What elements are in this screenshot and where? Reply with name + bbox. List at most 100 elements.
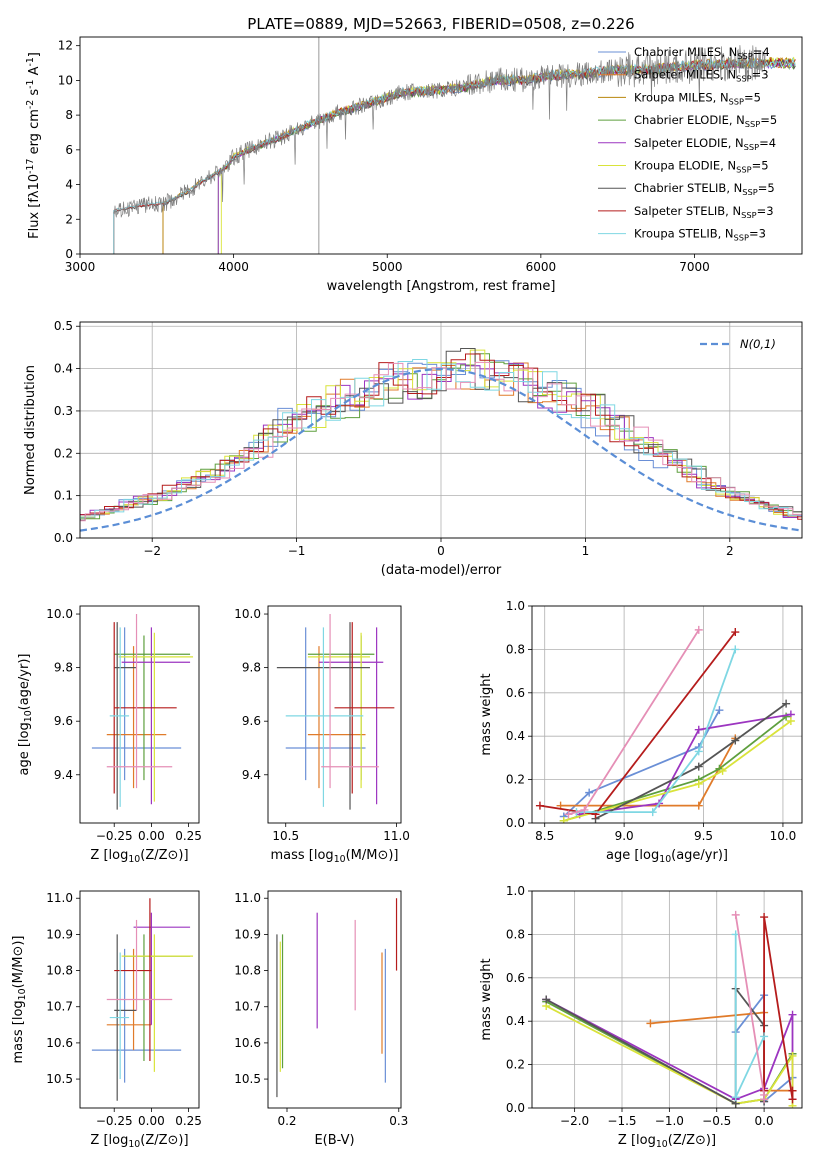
legend: Chabrier MILES, NSSP=4 Salpeter MILES, NS… xyxy=(598,45,777,243)
x-tick-label: 0.3 xyxy=(389,1114,408,1128)
y-tick-label: 10.7 xyxy=(46,1000,73,1014)
residual-histogram-step xyxy=(80,349,802,520)
legend-label: Salpeter ELODIE, NSSP=4 xyxy=(634,136,776,152)
model-series-line xyxy=(220,56,796,254)
y-tick-label: 10.0 xyxy=(46,607,73,621)
model-series-line xyxy=(162,59,795,254)
gridlines xyxy=(80,322,802,539)
x-tick-label: 0.00 xyxy=(138,1114,165,1128)
mass-vs-metallicity-plot: −0.25 0.00 0.25 10.5 10.6 10.7 10.8 10.9 11.0 Z [… xyxy=(11,890,202,1150)
axes-frame xyxy=(531,605,803,824)
x-tick-label: 9.0 xyxy=(615,829,634,843)
mass-vs-extinction-plot: 0.2 0.3 10.5 10.6 10.7 10.8 10.9 11.0 E(B-V) xyxy=(234,890,408,1148)
x-tick-label: 0.00 xyxy=(138,829,165,843)
y-tick-label: 1.0 xyxy=(506,884,525,898)
legend-label: Salpeter STELIB, NSSP=3 xyxy=(634,204,774,220)
legend-label: Kroupa STELIB, NSSP=3 xyxy=(634,227,766,243)
x-tick-label: 10.0 xyxy=(770,829,797,843)
x-axis-label: wavelength [Angstrom, rest frame] xyxy=(327,279,556,294)
mass-weight-vs-age-plot: 8.5 9.0 9.5 10.0 0.0 0.2 0.4 0.6 0.8 1.0 age [log1… xyxy=(479,599,803,865)
axes-frame xyxy=(531,890,803,1109)
y-tick-label: 10.6 xyxy=(234,1036,261,1050)
x-axis-label: (data-model)/error xyxy=(381,563,502,578)
weight-series-line xyxy=(563,720,792,822)
axes-frame xyxy=(79,605,200,824)
y-tick-label: 0.8 xyxy=(506,642,525,656)
weight-series-line xyxy=(563,709,721,818)
y-tick-label: 10.9 xyxy=(46,927,73,941)
weight-point-marker xyxy=(760,1032,769,1041)
y-axis-label: Normed distribution xyxy=(23,365,38,495)
x-tick-label: −2 xyxy=(143,544,161,558)
residual-histogram-step xyxy=(80,353,802,520)
y-tick-label: 0.8 xyxy=(506,927,525,941)
weight-point-marker xyxy=(542,995,551,1004)
y-tick-label: 10.8 xyxy=(234,964,261,978)
residual-histogram-step xyxy=(80,359,802,520)
age-vs-metallicity-plot: −0.25 0.00 0.25 9.4 9.6 9.8 10.0 Z [log10(Z/Z⊙)… xyxy=(17,605,202,865)
weight-series-line xyxy=(763,916,794,1100)
y-tick-label: 2 xyxy=(65,212,73,226)
x-axis-label: Z [log10(Z/Z⊙)] xyxy=(90,1133,188,1150)
figure-title: PLATE=0889, MJD=52663, FIBERID=0508, z=0… xyxy=(247,15,634,33)
y-tick-label: 10.5 xyxy=(46,1072,73,1086)
weight-point-marker xyxy=(760,913,769,922)
weight-point-marker xyxy=(694,779,703,788)
spectrum-plot: Chabrier MILES, NSSP=4 Salpeter MILES, NS… xyxy=(25,36,803,294)
y-tick-label: 9.4 xyxy=(54,768,73,782)
axes-frame xyxy=(267,605,402,824)
y-tick-label: 0.2 xyxy=(506,773,525,787)
age-vs-mass-plot: 10.5 11.0 9.4 9.6 9.8 10.0 mass [log10(M/M⊙)] xyxy=(234,605,410,865)
weight-point-marker xyxy=(694,762,703,771)
weight-point-marker xyxy=(786,717,795,726)
legend-label: Chabrier MILES, NSSP=4 xyxy=(634,45,770,61)
y-tick-label: 0.0 xyxy=(506,816,525,830)
axes-frame xyxy=(267,890,402,1109)
y-tick-label: 0.2 xyxy=(54,446,73,460)
weight-point-marker xyxy=(648,808,657,817)
weight-point-marker xyxy=(535,801,544,810)
y-tick-label: 12 xyxy=(58,39,73,53)
weight-series-line xyxy=(545,985,765,1106)
weight-point-marker xyxy=(788,1086,797,1095)
y-tick-label: 10.6 xyxy=(46,1036,73,1050)
plot-content xyxy=(91,614,194,810)
x-tick-label: −1.0 xyxy=(655,1114,684,1128)
legend-label: Kroupa MILES, NSSP=5 xyxy=(634,90,761,106)
x-tick-label: 4000 xyxy=(218,260,249,274)
y-tick-label: 0.6 xyxy=(506,686,525,700)
model-series-line xyxy=(217,58,796,254)
y-tick-label: 0.4 xyxy=(506,1014,525,1028)
x-tick-label: 9.5 xyxy=(694,829,713,843)
y-tick-label: 10.9 xyxy=(234,927,261,941)
x-tick-label: 0 xyxy=(437,544,445,558)
weight-series-line xyxy=(595,702,787,820)
weight-point-marker xyxy=(782,712,791,721)
y-tick-label: 9.4 xyxy=(242,768,261,782)
y-tick-label: 4 xyxy=(65,178,73,192)
weight-point-marker xyxy=(788,1010,797,1019)
y-tick-label: 0.3 xyxy=(54,404,73,418)
observed-spectrum-line xyxy=(113,45,766,218)
y-tick-label: 0.6 xyxy=(506,971,525,985)
x-tick-label: 6000 xyxy=(526,260,557,274)
x-tick-label: 1 xyxy=(582,544,590,558)
plot-content xyxy=(276,898,398,1098)
weight-series-line xyxy=(539,631,737,816)
legend-label: Salpeter MILES, NSSP=3 xyxy=(634,68,769,84)
residuals-histogram-plot: N(0,1) −2 −1 0 1 2 0.0 0.1 0.2 0.3 0.4 0.5 (data-mod… xyxy=(23,319,803,578)
y-axis-label: mass [log10(M/M⊙)] xyxy=(11,935,28,1063)
weight-point-marker xyxy=(694,625,703,634)
y-tick-label: 10.0 xyxy=(234,607,261,621)
weight-point-marker xyxy=(731,1093,740,1102)
weight-point-marker xyxy=(760,1095,769,1104)
weight-series-line xyxy=(576,649,737,813)
model-series-line xyxy=(113,56,796,254)
y-tick-label: 0.0 xyxy=(54,531,73,545)
legend-label: Chabrier STELIB, NSSP=5 xyxy=(634,181,775,197)
y-tick-label: 10.8 xyxy=(46,964,73,978)
x-axis-label: mass [log10(M/M⊙)] xyxy=(270,848,398,865)
legend-label: Chabrier ELODIE, NSSP=5 xyxy=(634,113,777,129)
residual-histogram-step xyxy=(80,362,802,518)
